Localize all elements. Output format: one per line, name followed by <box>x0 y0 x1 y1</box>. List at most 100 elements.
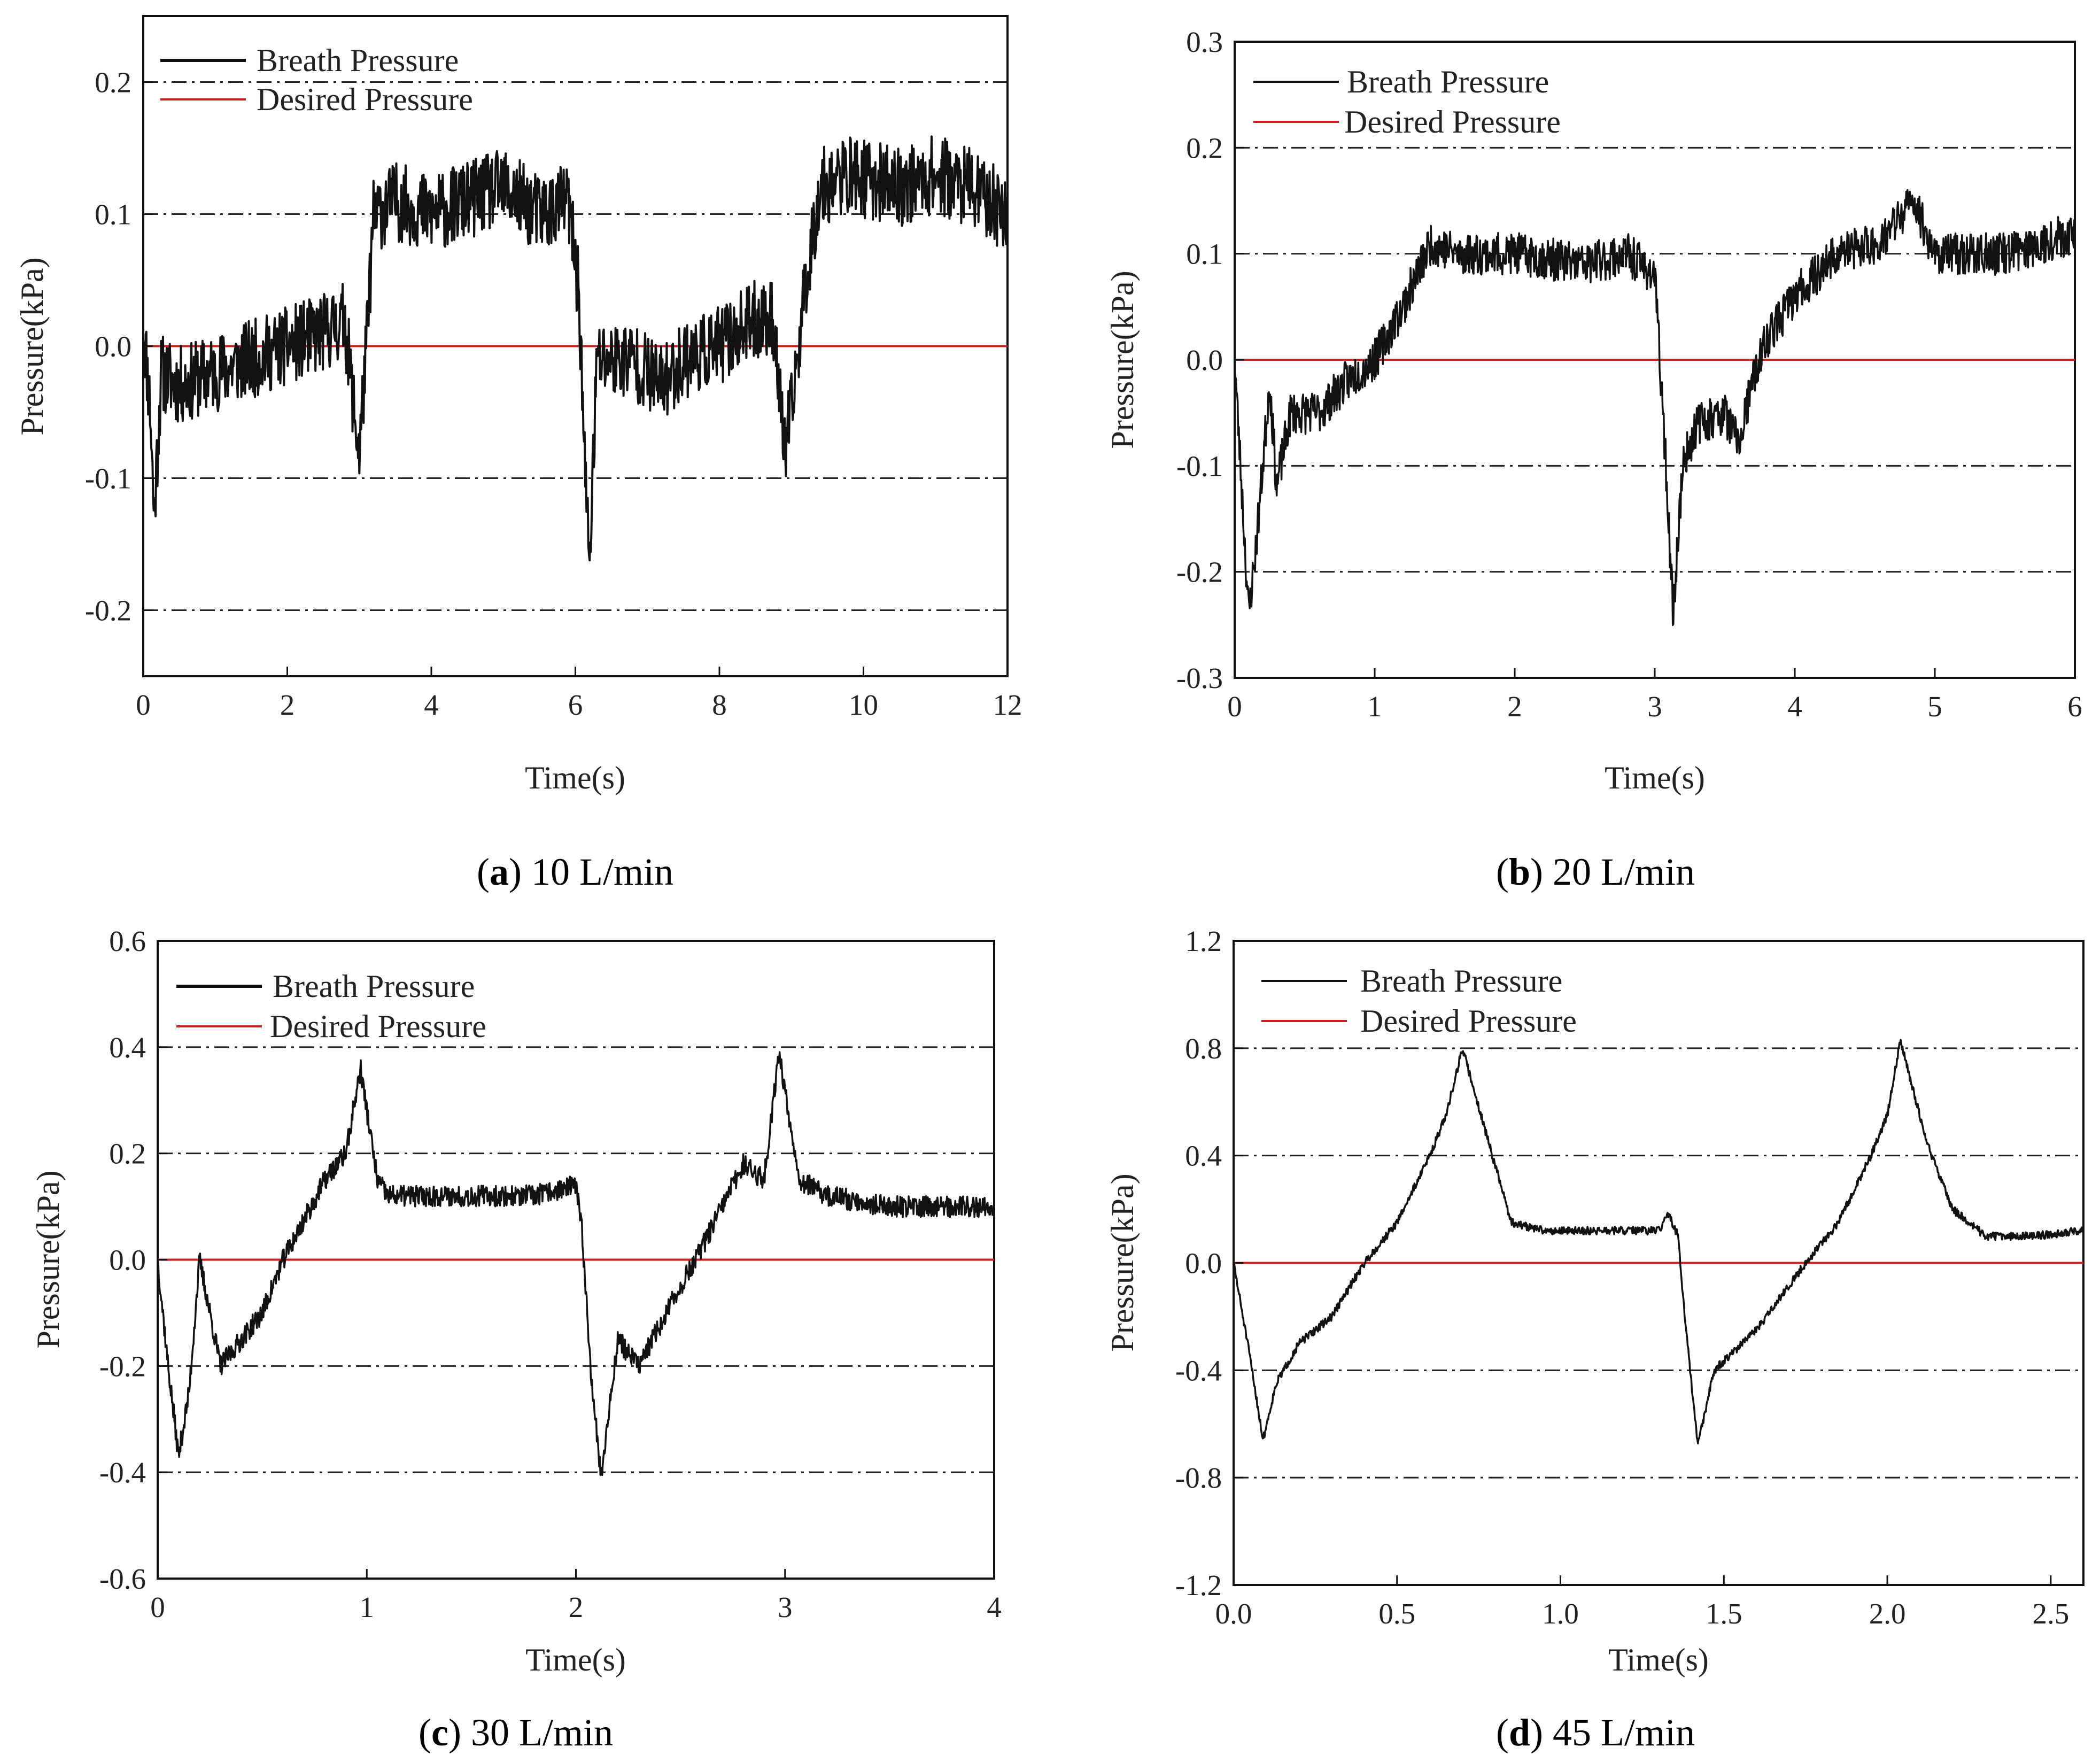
y-tick-label: -0.2 <box>85 594 131 627</box>
y-axis-ticks: -0.2 -0.1 0.0 0.1 0.2 <box>85 66 153 627</box>
y-tick-label: 0.0 <box>1185 1247 1222 1280</box>
y-tick-label: 0.2 <box>95 66 131 99</box>
y-tick-label: -0.4 <box>99 1456 146 1489</box>
y-tick-label: -0.2 <box>99 1350 146 1382</box>
legend-breath-label: Breath Pressure <box>1347 64 1549 99</box>
caption: (d) 45 L/min <box>1496 1711 1695 1754</box>
y-axis-label: Pressure(kPa) <box>30 1170 66 1348</box>
x-tick-label: 2.0 <box>1869 1597 1906 1630</box>
y-axis-ticks: -1.2 -0.8 -0.4 0.0 0.4 0.8 1.2 <box>1175 925 1243 1602</box>
y-axis-ticks: -0.3 -0.2 -0.1 0.0 0.1 0.2 0.3 <box>1176 26 1244 694</box>
x-axis-ticks: 0 1 2 3 4 5 6 <box>1227 668 2082 723</box>
y-tick-label: -1.2 <box>1175 1569 1222 1602</box>
x-tick-label: 4 <box>424 689 439 721</box>
legend: Breath Pressure Desired Pressure <box>1253 64 1561 140</box>
caption-letter: c <box>431 1711 448 1754</box>
caption-text: 45 L/min <box>1543 1711 1695 1754</box>
breath-pressure-line <box>1234 189 2076 627</box>
y-tick-label: 0.2 <box>1186 132 1223 164</box>
x-tick-label: 0 <box>136 689 151 721</box>
y-tick-label: 0.4 <box>109 1031 146 1064</box>
x-tick-label: 1 <box>360 1591 375 1623</box>
caption: (b) 20 L/min <box>1496 850 1695 893</box>
y-tick-label: 0.1 <box>95 198 131 231</box>
x-tick-label: 3 <box>1647 690 1662 723</box>
y-tick-label: -0.1 <box>1176 450 1223 482</box>
x-tick-label: 1.0 <box>1542 1597 1579 1630</box>
legend-desired-label: Desired Pressure <box>1344 104 1561 140</box>
y-tick-label: 0.8 <box>1185 1032 1222 1065</box>
caption-text: 20 L/min <box>1543 850 1695 893</box>
y-axis-label: Pressure(kPa) <box>1105 270 1140 449</box>
x-tick-label: 12 <box>993 689 1022 721</box>
y-tick-label: 1.2 <box>1185 925 1222 957</box>
panel-a: 0 2 4 6 8 10 12 -0.2 -0.1 0.0 0.1 0.2 Breath Press… <box>14 15 1022 893</box>
y-tick-label: 0.1 <box>1186 238 1223 270</box>
x-tick-label: 3 <box>778 1591 793 1623</box>
x-tick-label: 4 <box>987 1591 1002 1623</box>
legend-breath-label: Breath Pressure <box>1360 963 1562 999</box>
y-tick-label: 0.4 <box>1185 1140 1222 1172</box>
legend-desired-label: Desired Pressure <box>1360 1003 1577 1039</box>
caption: (c) 30 L/min <box>419 1711 613 1754</box>
x-axis-label: Time(s) <box>1605 760 1705 795</box>
x-tick-label: 0.5 <box>1378 1597 1415 1630</box>
x-tick-label: 2 <box>1507 690 1522 723</box>
gridlines <box>1234 1047 2083 1479</box>
y-axis-ticks: -0.6 -0.4 -0.2 0.0 0.2 0.4 0.6 <box>99 925 167 1595</box>
x-tick-label: 5 <box>1927 690 1942 723</box>
caption-letter: b <box>1509 850 1530 893</box>
x-tick-label: 10 <box>849 689 878 721</box>
caption-text: 10 L/min <box>522 850 673 893</box>
x-axis-ticks: 0.0 0.5 1.0 1.5 2.0 2.5 <box>1215 1575 2069 1630</box>
x-tick-label: 2 <box>569 1591 584 1623</box>
x-tick-label: 8 <box>712 689 727 721</box>
caption-letter: a <box>490 850 509 893</box>
y-tick-label: 0.2 <box>109 1138 146 1170</box>
panel-c: 0 1 2 3 4 -0.6 -0.4 -0.2 0.0 0.2 0.4 0.6 Breath Pr… <box>30 925 1002 1754</box>
breath-pressure-line <box>157 1051 995 1476</box>
legend-breath-label: Breath Pressure <box>257 43 459 78</box>
x-tick-label: 0.0 <box>1215 1597 1252 1630</box>
legend-desired-label: Desired Pressure <box>270 1009 486 1044</box>
y-tick-label: 0.0 <box>109 1244 146 1277</box>
y-tick-label: 0.0 <box>1186 344 1223 376</box>
y-tick-label: 0.3 <box>1186 26 1223 58</box>
panel-d: 0.0 0.5 1.0 1.5 2.0 2.5 -1.2 -0.8 -0.4 0.0 0.4 0.8… <box>1105 925 2084 1754</box>
y-tick-label: -0.4 <box>1175 1354 1222 1387</box>
legend-breath-label: Breath Pressure <box>273 969 475 1004</box>
y-tick-label: -0.2 <box>1176 556 1223 589</box>
y-axis-label: Pressure(kPa) <box>14 257 50 435</box>
x-tick-label: 2.5 <box>2032 1597 2069 1630</box>
y-tick-label: -0.6 <box>99 1563 146 1595</box>
gridlines <box>158 1046 994 1473</box>
x-tick-label: 6 <box>2067 690 2082 723</box>
x-tick-label: 0 <box>150 1591 165 1623</box>
caption-letter: d <box>1509 1711 1530 1754</box>
y-tick-label: 0.6 <box>109 925 146 957</box>
x-tick-label: 1 <box>1367 690 1382 723</box>
y-tick-label: 0.0 <box>95 330 131 363</box>
x-tick-label: 6 <box>568 689 583 721</box>
legend-desired-label: Desired Pressure <box>257 82 473 117</box>
breath-pressure-line <box>142 135 1009 562</box>
y-tick-label: -0.1 <box>85 462 131 495</box>
x-tick-label: 2 <box>280 689 295 721</box>
x-axis-label: Time(s) <box>525 1642 626 1677</box>
panel-b: 0 1 2 3 4 5 6 -0.3 -0.2 -0.1 0.0 0.1 0.2 0.3 Breath … <box>1105 26 2082 893</box>
legend: Breath Pressure Desired Pressure <box>1261 963 1577 1039</box>
x-axis-label: Time(s) <box>525 760 625 795</box>
y-tick-label: -0.3 <box>1176 662 1223 694</box>
caption: (a) 10 L/min <box>477 850 673 893</box>
legend: Breath Pressure Desired Pressure <box>176 969 486 1044</box>
caption-text: 30 L/min <box>461 1711 613 1754</box>
x-axis-label: Time(s) <box>1608 1642 1709 1677</box>
x-axis-ticks: 0 1 2 3 4 <box>150 1569 1002 1623</box>
x-axis-ticks: 0 2 4 6 8 10 12 <box>136 667 1022 721</box>
x-tick-label: 0 <box>1227 690 1242 723</box>
x-tick-label: 1.5 <box>1706 1597 1742 1630</box>
y-axis-label: Pressure(kPa) <box>1105 1173 1140 1351</box>
x-tick-label: 4 <box>1787 690 1802 723</box>
legend: Breath Pressure Desired Pressure <box>160 43 473 117</box>
